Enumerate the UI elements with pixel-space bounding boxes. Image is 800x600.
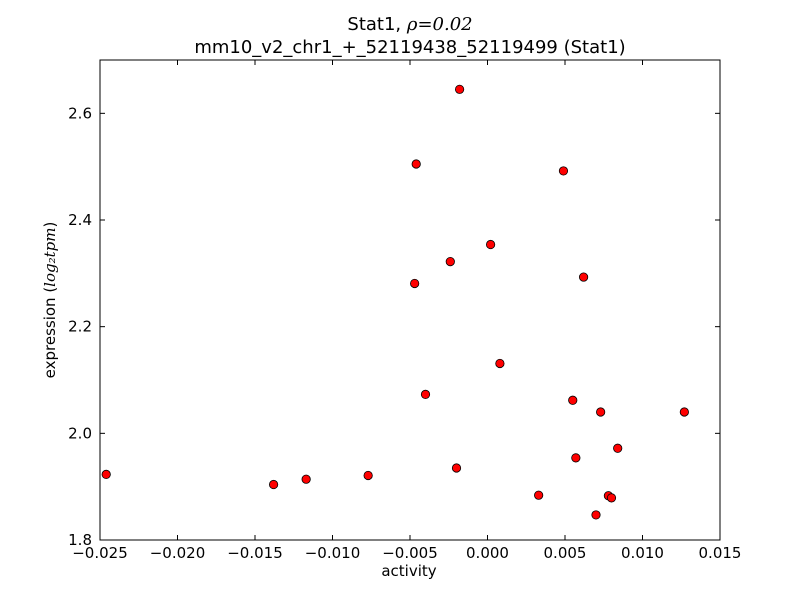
data-point bbox=[451, 463, 462, 473]
x-tick-label: −0.005 bbox=[382, 544, 438, 562]
data-point bbox=[495, 358, 505, 369]
chart-title-prefix: Stat1, bbox=[347, 14, 406, 35]
data-point bbox=[411, 159, 421, 169]
data-point bbox=[558, 166, 569, 176]
x-tick-label: 0.000 bbox=[466, 544, 509, 562]
y-tick-label: 2.4 bbox=[68, 211, 92, 229]
data-point bbox=[445, 256, 455, 267]
x-tick-label: −0.010 bbox=[305, 544, 361, 562]
data-point bbox=[606, 493, 617, 503]
data-point bbox=[301, 474, 311, 484]
axis-ticks: −0.025 −0.020 −0.015 −0.010 −0.005 0.000 0.005… bbox=[68, 60, 741, 562]
data-point bbox=[613, 443, 623, 453]
data-point bbox=[534, 490, 544, 500]
chart-title-rho: ρ=0.02 bbox=[406, 14, 473, 35]
x-tick-label: −0.015 bbox=[227, 544, 283, 562]
x-tick-label: 0.010 bbox=[621, 544, 664, 562]
y-axis-label: expression (log₂tpm) bbox=[41, 222, 59, 379]
data-point bbox=[578, 272, 589, 282]
x-tick-label: 0.005 bbox=[544, 544, 587, 562]
data-point bbox=[485, 239, 496, 250]
data-point bbox=[101, 469, 111, 479]
plot-frame bbox=[99, 59, 721, 541]
x-tick-label: −0.025 bbox=[72, 544, 128, 562]
data-point bbox=[363, 470, 373, 481]
data-point bbox=[679, 407, 689, 417]
data-points bbox=[101, 84, 689, 520]
data-point bbox=[596, 407, 606, 417]
y-tick-label: 2.2 bbox=[68, 318, 92, 336]
y-tick-label: 2.6 bbox=[68, 104, 92, 122]
data-point bbox=[454, 84, 465, 94]
chart-title-line1: Stat1, ρ=0.02 bbox=[347, 14, 472, 35]
data-point bbox=[571, 453, 581, 463]
y-tick-label: 1.8 bbox=[68, 531, 92, 549]
data-point bbox=[410, 278, 420, 289]
data-point bbox=[568, 395, 578, 405]
chart-title-line2: mm10_v2_chr1_+_52119438_52119499 (Stat1) bbox=[194, 37, 625, 58]
x-axis-label: activity bbox=[381, 562, 436, 580]
x-tick-label: 0.015 bbox=[699, 544, 742, 562]
y-axis-label-suffix: ) bbox=[41, 222, 59, 228]
data-point bbox=[420, 389, 431, 399]
data-point bbox=[268, 479, 279, 490]
x-tick-label: −0.020 bbox=[150, 544, 206, 562]
plot-area bbox=[100, 60, 720, 540]
plot-background bbox=[100, 60, 720, 540]
y-axis-label-unit: log₂tpm bbox=[41, 228, 59, 287]
y-tick-label: 2.0 bbox=[68, 424, 92, 442]
data-point bbox=[591, 510, 601, 520]
y-axis-label-prefix: expression ( bbox=[41, 287, 59, 379]
